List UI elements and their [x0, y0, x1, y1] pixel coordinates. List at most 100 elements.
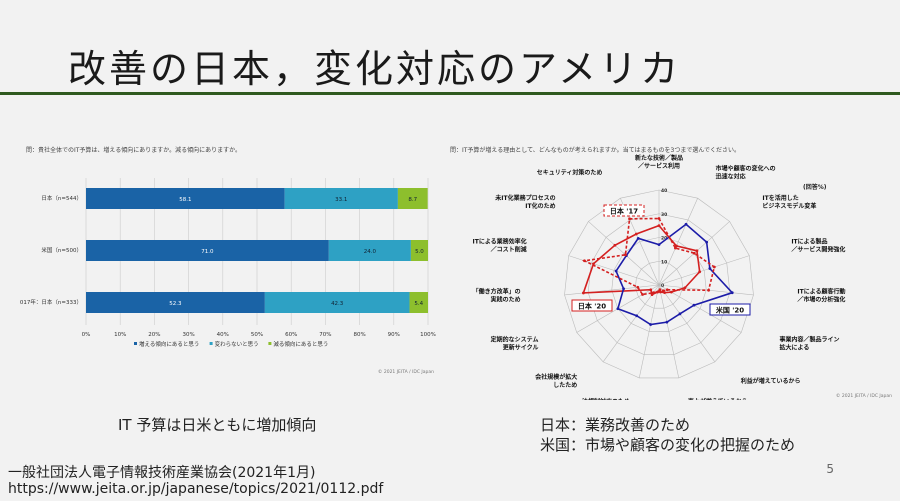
- radar-series-line: [581, 217, 716, 296]
- copyright: © 2021 JEITA / IDC Japan: [836, 392, 892, 399]
- legend-label: 増える傾向にあると思う: [139, 340, 199, 348]
- x-tick-label: 70%: [319, 332, 331, 338]
- x-tick-label: 90%: [388, 332, 400, 338]
- radar-ring: [611, 237, 707, 332]
- bar-value-label: 58.1: [179, 197, 191, 203]
- radar-point: [636, 236, 640, 240]
- bar-segment: [284, 188, 398, 209]
- radar-point: [695, 249, 699, 253]
- legend-label: 変わらないと思う: [215, 340, 259, 348]
- bar-segment: [328, 240, 411, 261]
- axis-label: 新たな技術／製品／サービス利用: [635, 154, 683, 170]
- radar-point: [712, 265, 716, 269]
- slide-title: 改善の日本，変化対応のアメリカ: [68, 47, 682, 91]
- axis-label: 事業内容／製品ライン拡大による: [780, 336, 840, 352]
- radar-point: [636, 285, 640, 289]
- radar-point: [613, 243, 617, 247]
- legend-swatch: [134, 342, 137, 345]
- radar-spoke: [568, 255, 660, 286]
- category-label: 2017年：日本（n=333）: [20, 298, 82, 306]
- radar-point: [657, 217, 661, 220]
- r-tick-label: 20: [661, 236, 667, 242]
- radar-point: [635, 314, 639, 318]
- source-url[interactable]: https://www.jeita.or.jp/japanese/topics/…: [8, 481, 384, 497]
- category-label: 米国（n=500）: [41, 246, 82, 254]
- radar-point: [683, 286, 687, 290]
- chart-question: 問：貴社全体でのIT予算は、増える傾向にありますか。減る傾向にありますか。: [26, 146, 241, 154]
- bar-value-label: 5.0: [415, 249, 424, 255]
- radar-point: [649, 323, 653, 326]
- chart-question: 問：IT予算が増える理由として、どんなものが考えられますか。当てはまるものを3つ…: [450, 146, 740, 154]
- unit-label: (回答%): [803, 183, 827, 191]
- radar-point: [674, 244, 678, 248]
- radar-spoke: [658, 284, 742, 333]
- bar-segment: [86, 240, 329, 261]
- radar-spoke: [658, 255, 750, 286]
- title-divider: [0, 92, 900, 95]
- axis-label: 未IT化業務プロセスの IT化のため: [495, 194, 555, 210]
- right-caption-japan: 日本：業務改善のため: [540, 416, 691, 434]
- axis-label: 「働き方改革」の実践のため: [473, 288, 521, 304]
- bar-segment: [397, 188, 428, 209]
- it-budget-reason-radar-chart: 問：IT予算が増える理由として、どんなものが考えられますか。当てはまるものを3つ…: [450, 146, 892, 400]
- series-label-box: [571, 299, 613, 312]
- r-tick-label: 40: [661, 188, 667, 194]
- x-tick-label: 20%: [148, 332, 160, 338]
- radar-spoke: [564, 284, 660, 296]
- legend-swatch: [268, 342, 272, 345]
- bar-value-label: 52.3: [169, 301, 182, 307]
- radar-point: [684, 222, 688, 226]
- axis-label: 市場や顧客の変化への迅速な対応: [716, 164, 776, 180]
- r-tick-label: 10: [661, 259, 667, 265]
- radar-series-line: [615, 223, 734, 326]
- right-caption-us: 米国：市場や顧客の変化の把握のため: [540, 436, 796, 454]
- axis-label: 定期的なシステム更新サイクル: [490, 336, 539, 352]
- radar-point: [669, 290, 673, 294]
- axis-label: ITを活用したビジネスモデル変革: [762, 194, 816, 210]
- bar-value-label: 33.1: [335, 197, 347, 203]
- radar-spoke: [658, 284, 754, 296]
- radar-point: [674, 246, 677, 250]
- radar-point: [665, 288, 669, 292]
- copyright: © 2021 JEITA / IDC Japan: [378, 368, 434, 375]
- bar-segment: [409, 292, 428, 313]
- bar-value-label: 24.0: [364, 249, 377, 255]
- radar-ring: [587, 213, 731, 355]
- radar-point: [616, 307, 620, 311]
- series-label-box: [603, 204, 645, 217]
- radar-ring: [564, 189, 754, 379]
- axis-label: 会社規模が拡大したため: [535, 373, 577, 389]
- series-label-box: [709, 303, 751, 316]
- radar-point: [705, 240, 709, 244]
- radar-series-line: [582, 224, 701, 296]
- radar-point: [692, 251, 696, 255]
- radar-point: [657, 224, 661, 228]
- radar-ring: [635, 260, 683, 309]
- series-label: 日本 '17: [610, 207, 638, 216]
- legend-label: 減る傾向にあると思う: [273, 340, 328, 348]
- bar-segment: [86, 188, 285, 209]
- radar-point: [661, 289, 665, 293]
- page-number: 5: [826, 462, 834, 476]
- radar-point: [658, 288, 662, 292]
- bar-value-label: 5.4: [414, 301, 423, 307]
- radar-point: [692, 303, 696, 307]
- x-tick-label: 100%: [420, 332, 436, 338]
- radar-spoke: [658, 198, 698, 286]
- axis-label: ITによる業務効率化／コスト削減: [473, 238, 527, 254]
- radar-point: [614, 269, 618, 273]
- radar-point: [622, 287, 625, 291]
- axis-label: ITによる製品／サービス開発強化: [791, 238, 845, 254]
- r-tick-label: 30: [661, 212, 667, 218]
- axis-label: セキュリティ対策のため: [537, 168, 603, 176]
- bar-segment: [86, 292, 265, 313]
- x-tick-label: 80%: [353, 332, 365, 338]
- x-tick-label: 40%: [217, 332, 229, 338]
- radar-point: [582, 291, 585, 295]
- radar-point: [707, 288, 711, 292]
- x-tick-label: 0%: [82, 332, 91, 338]
- bar-value-label: 8.7: [408, 197, 417, 203]
- radar-point: [592, 262, 595, 266]
- radar-point: [656, 290, 659, 294]
- it-budget-bar-chart: 問：貴社全体でのIT予算は、増える傾向にありますか。減る傾向にありますか。 0% 1…: [20, 146, 436, 375]
